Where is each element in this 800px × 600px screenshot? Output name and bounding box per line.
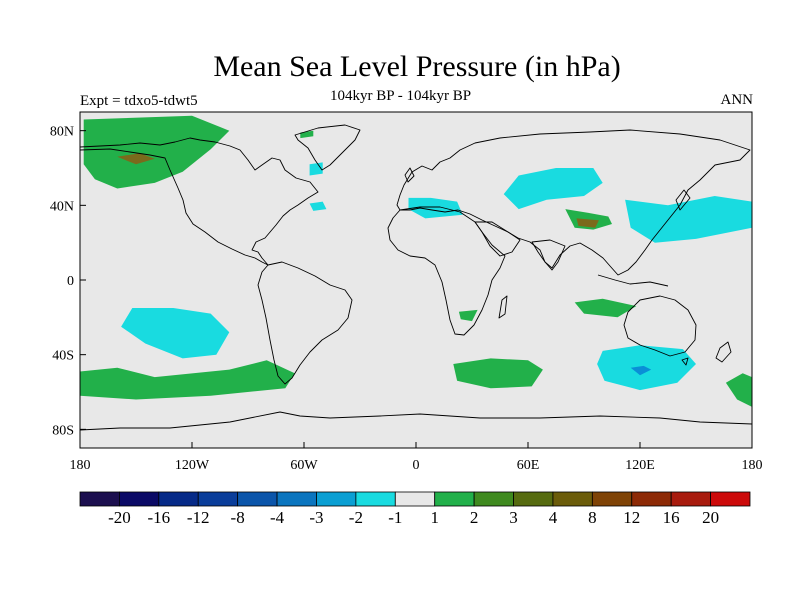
coast-australia <box>623 295 697 357</box>
colorbar-label: -8 <box>231 508 245 527</box>
x-tick-label: 60W <box>290 458 318 473</box>
region-indian-ocean-positive <box>574 298 637 318</box>
colorbar-swatch <box>552 491 593 507</box>
region-southern-ocean-positive-east <box>725 373 752 407</box>
coast-greenland <box>294 124 361 171</box>
colorbar-label: -4 <box>270 508 285 527</box>
region-australia-low-core <box>630 365 652 376</box>
colorbar-swatch <box>670 491 711 507</box>
region-siberia-negative <box>503 168 603 210</box>
colorbar-swatch <box>631 491 672 507</box>
region-atlantic-negative <box>309 201 327 211</box>
y-tick-label: 80S <box>52 423 74 438</box>
region-south-indian-positive <box>453 358 543 389</box>
colorbar-label: -16 <box>147 508 170 527</box>
colorbar-label: 4 <box>549 508 558 527</box>
x-tick-label: 60E <box>517 458 540 473</box>
y-tick-label: 80N <box>50 125 74 140</box>
colorbar-label: -12 <box>187 508 210 527</box>
colorbar-label: 20 <box>702 508 719 527</box>
coast-new-zealand <box>715 341 732 363</box>
season-label: ANN <box>720 92 754 108</box>
region-north-pacific-positive <box>83 115 230 189</box>
color-scale-bar: -20 -16 -12 -8 -4 -3 -2 -1 1 2 3 4 8 12 16 20 <box>79 491 751 527</box>
region-africa-positive <box>458 309 478 322</box>
world-coastline-map <box>80 124 752 431</box>
contour-regions <box>80 115 752 407</box>
colorbar-label: -1 <box>388 508 402 527</box>
coast-arabia <box>474 221 521 257</box>
colorbar-swatch <box>473 491 514 507</box>
colorbar-label: -3 <box>309 508 323 527</box>
colorbar-label: -2 <box>349 508 363 527</box>
coast-madagascar <box>498 295 508 319</box>
coast-south-america <box>257 261 353 385</box>
experiment-label: Expt = tdxo5-tdwt5 <box>80 93 198 109</box>
x-tick-label: 180 <box>742 458 763 473</box>
colorbar-label: 8 <box>588 508 597 527</box>
colorbar-swatch <box>513 491 554 507</box>
region-tibet-core <box>576 218 599 228</box>
colorbar-label: 16 <box>663 508 680 527</box>
colorbar-swatch <box>355 491 396 507</box>
coast-antarctica <box>80 411 752 431</box>
colorbar-swatch <box>591 491 633 507</box>
axis-ticks: 180 120W 60W 0 60E 120E 180 80N 40N 0 40S 80S <box>50 125 763 473</box>
colorbar-swatch <box>434 491 475 507</box>
colorbar-swatch <box>197 491 239 507</box>
coast-india <box>531 239 566 271</box>
colorbar-label: 1 <box>430 508 439 527</box>
coast-japan <box>675 189 691 211</box>
colorbar-swatch <box>237 491 278 507</box>
region-mediterranean-negative <box>408 197 463 219</box>
coast-uk <box>404 167 415 183</box>
colorbar-swatch <box>79 491 120 507</box>
x-tick-label: 0 <box>413 458 420 473</box>
colorbar-label: 3 <box>509 508 518 527</box>
region-southern-ocean-positive-west <box>80 360 295 400</box>
x-tick-label: 180 <box>70 458 91 473</box>
map-title: Mean Sea Level Pressure (in hPa) <box>213 50 621 83</box>
region-tibet-positive <box>565 209 612 230</box>
colorbar-label: -20 <box>108 508 131 527</box>
region-alaska-high-core <box>117 153 155 165</box>
y-tick-label: 0 <box>67 274 74 289</box>
colorbar-label: 2 <box>470 508 479 527</box>
colorbar-swatch <box>394 491 436 507</box>
colorbar-swatch <box>276 491 317 507</box>
map-subtitle: 104kyr BP - 104kyr BP <box>330 88 472 104</box>
region-south-pacific-negative <box>121 308 230 359</box>
colorbar-swatch <box>710 491 751 507</box>
coast-tasmania <box>681 357 689 366</box>
colorbar-swatch <box>119 491 160 507</box>
y-tick-label: 40S <box>52 349 74 364</box>
colorbar-swatch <box>158 491 199 507</box>
region-northwest-pacific-negative <box>625 196 752 243</box>
coast-indonesia <box>597 274 669 287</box>
y-tick-label: 40N <box>50 199 74 214</box>
colorbar-label: 12 <box>623 508 640 527</box>
x-tick-label: 120E <box>625 458 655 473</box>
coast-north-america <box>80 137 319 266</box>
x-tick-label: 120W <box>175 458 210 473</box>
colorbar-swatch <box>316 491 357 507</box>
